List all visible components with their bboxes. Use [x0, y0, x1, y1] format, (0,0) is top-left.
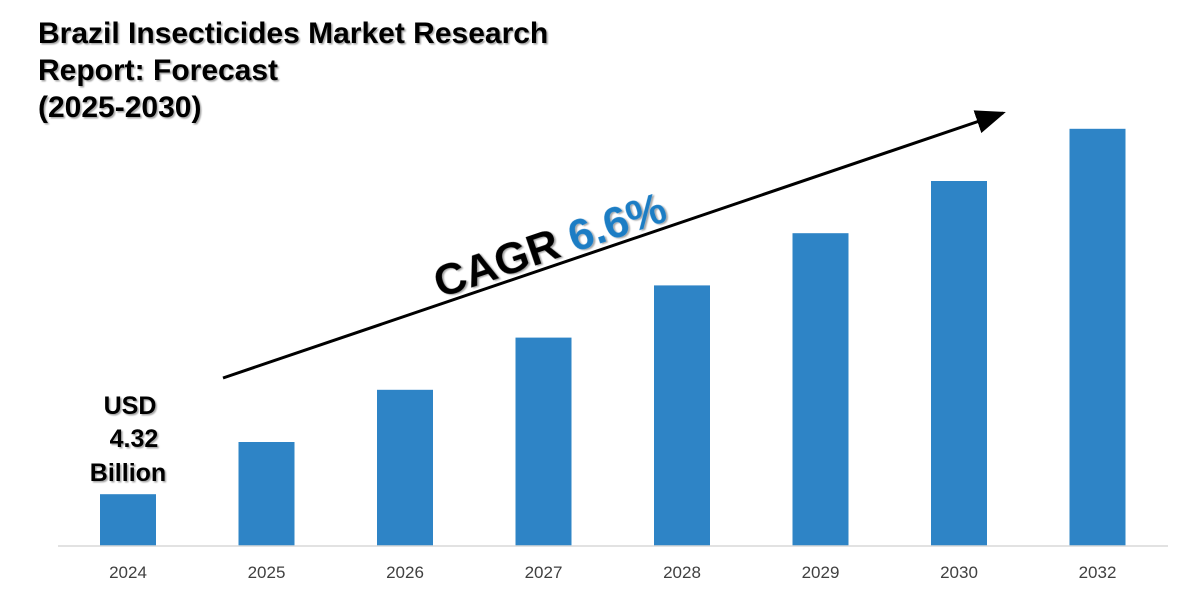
bar-2028 — [654, 285, 710, 546]
cagr-label: CAGR — [427, 215, 577, 307]
cagr-annotation: CAGR 6.6% — [427, 183, 672, 307]
x-tick-label-2030: 2030 — [940, 563, 978, 582]
x-tick-label-2029: 2029 — [802, 563, 840, 582]
bars — [100, 128, 1126, 547]
chart-title: Brazil Insecticides Market Research Repo… — [38, 17, 548, 124]
bar-2029 — [792, 233, 849, 546]
trend-arrow — [222, 110, 1006, 380]
x-tick-labels: 2024 2025 2026 2027 2028 2029 2030 2032 — [109, 563, 1116, 582]
value-label-currency: USD — [104, 392, 157, 420]
first-bar-value-label: USD 4.32 Billion — [90, 392, 166, 487]
bar-2024 — [100, 494, 156, 546]
bar-2030 — [931, 181, 987, 546]
value-label-amount: 4.32 — [110, 425, 159, 453]
bar-2027 — [515, 337, 572, 546]
x-tick-label-2025: 2025 — [248, 563, 286, 582]
chart-title-line-2: Report: Forecast — [38, 54, 278, 87]
x-tick-label-2028: 2028 — [663, 563, 701, 582]
cagr-value: 6.6% — [562, 183, 673, 262]
x-tick-label-2026: 2026 — [386, 563, 424, 582]
bar-2026 — [377, 389, 433, 546]
x-tick-label-2027: 2027 — [525, 563, 563, 582]
chart-title-line-3: (2025-2030) — [38, 91, 201, 124]
bar-2025 — [238, 442, 295, 546]
x-tick-label-2032: 2032 — [1079, 563, 1117, 582]
value-label-unit: Billion — [90, 459, 166, 487]
x-tick-label-2024: 2024 — [109, 563, 147, 582]
chart-title-line-1: Brazil Insecticides Market Research — [38, 17, 548, 50]
bar-2032 — [1069, 128, 1126, 547]
